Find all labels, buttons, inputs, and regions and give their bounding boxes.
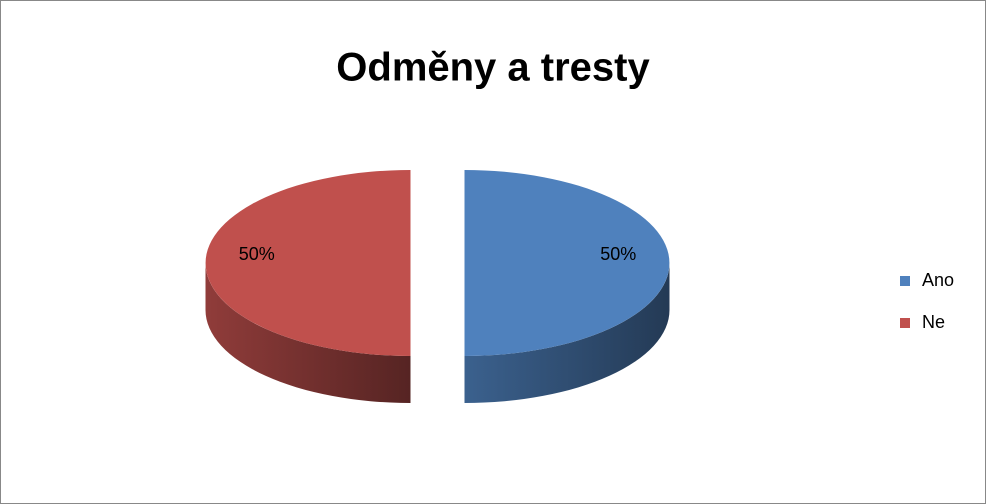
wedge [205, 170, 411, 356]
legend-swatch [900, 318, 910, 328]
chart-title: Odměny a tresty [336, 46, 650, 90]
wedge [464, 170, 670, 356]
data-label: 50% [600, 244, 636, 264]
legend-label: Ano [922, 270, 954, 290]
legend-label: Ne [922, 312, 945, 332]
wedge-side [205, 263, 411, 403]
legend-swatch [900, 276, 910, 286]
data-label: 50% [239, 244, 275, 264]
wedge-side [464, 263, 670, 403]
